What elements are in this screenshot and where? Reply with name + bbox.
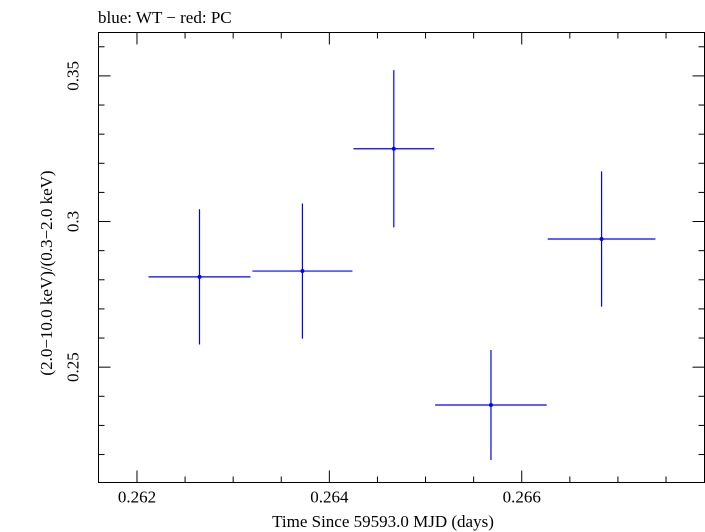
- y-tick-label: 0.3: [64, 211, 83, 232]
- y-tick-label: 0.25: [64, 352, 83, 382]
- data-series: [148, 70, 656, 461]
- y-axis-ticks: 0.25 0.3 0.35: [64, 46, 705, 456]
- y-tick-label: 0.35: [64, 61, 83, 91]
- point-marker: [300, 269, 305, 274]
- data-point: [547, 171, 656, 307]
- data-point: [435, 349, 547, 461]
- data-point: [353, 70, 435, 228]
- x-tick-label: 0.262: [118, 488, 156, 507]
- point-marker: [599, 237, 604, 242]
- data-point: [252, 203, 353, 339]
- x-tick-label: 0.264: [310, 488, 349, 507]
- x-tick-label: 0.266: [503, 488, 541, 507]
- x-axis-label: Time Since 59593.0 MJD (days): [272, 512, 494, 531]
- point-marker: [488, 403, 493, 408]
- y-axis-label: (2.0−10.0 keV)/(0.3−2.0 keV): [37, 170, 56, 375]
- chart-title: blue: WT − red: PC: [98, 8, 232, 27]
- x-axis-ticks: 0.262 0.264 0.266: [118, 32, 667, 507]
- point-marker: [197, 274, 202, 279]
- point-marker: [391, 146, 396, 151]
- data-point: [148, 209, 251, 345]
- plot-frame: [98, 32, 705, 483]
